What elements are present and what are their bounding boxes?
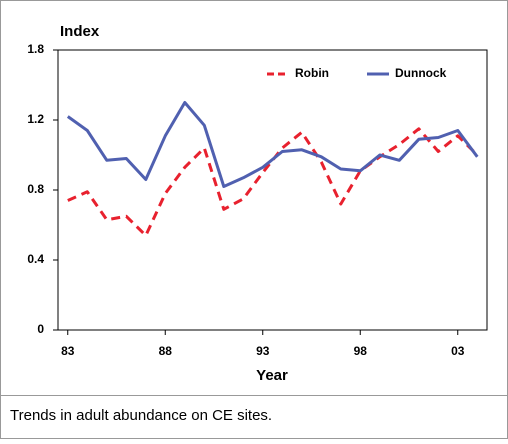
- x-tick-label: 88: [159, 344, 173, 358]
- y-tick-label: 0.4: [27, 252, 44, 266]
- series-line: [66, 101, 479, 188]
- x-tick-label: 98: [354, 344, 368, 358]
- x-tick-label: 93: [256, 344, 270, 358]
- x-axis-label: Year: [256, 367, 288, 384]
- legend-label: Dunnock: [395, 66, 447, 80]
- y-tick-label: 0.8: [27, 182, 44, 196]
- y-tick-label: 1.8: [27, 42, 44, 56]
- x-tick-label: 83: [61, 344, 75, 358]
- y-tick-label: 0: [37, 322, 44, 336]
- caption: Trends in adult abundance on CE sites.: [10, 407, 272, 424]
- y-axis-label: Index: [60, 23, 100, 40]
- x-tick-label: 03: [451, 344, 465, 358]
- legend-label: Robin: [295, 66, 329, 80]
- y-tick-label: 1.2: [27, 112, 44, 126]
